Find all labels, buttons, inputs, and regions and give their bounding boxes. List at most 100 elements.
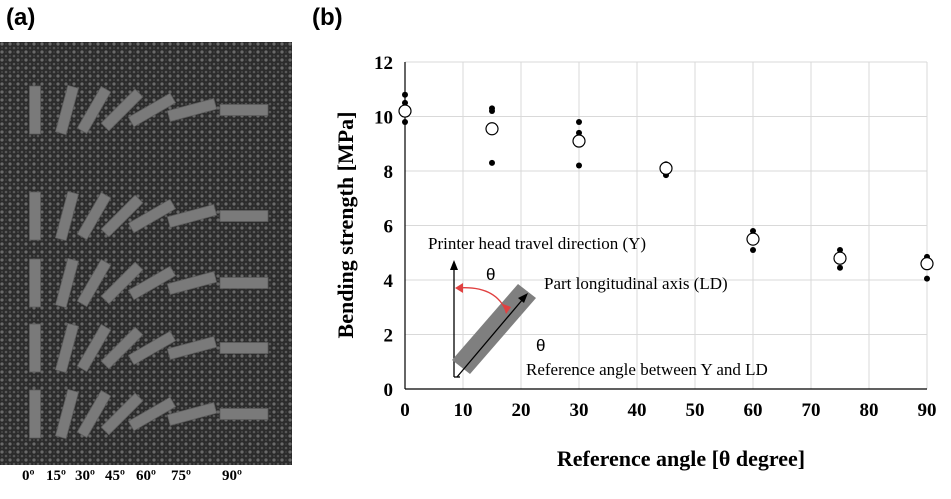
specimen-bar <box>29 389 41 439</box>
x-tick-label: 80 <box>860 400 879 421</box>
x-tick-label: 10 <box>454 400 473 421</box>
sample-point <box>924 275 930 282</box>
sample-point <box>576 129 582 136</box>
specimen-bar <box>76 191 112 241</box>
specimen-bar <box>76 389 112 439</box>
annotation-reference: Reference angle between Y and LD <box>526 360 768 379</box>
angle-label-15: 15º <box>46 468 66 484</box>
panel-label-b: (b) <box>312 4 343 31</box>
sample-point <box>750 247 756 254</box>
specimen-bar <box>219 342 269 354</box>
annotation-theta: θ <box>486 265 495 284</box>
annotation-theta-2: θ <box>536 336 545 355</box>
y-tick-label: 12 <box>374 53 393 74</box>
specimen-bar <box>54 322 80 374</box>
specimen-bar <box>100 392 144 436</box>
y-tick-label: 10 <box>374 108 393 129</box>
specimen-bar <box>100 326 144 370</box>
specimen-bar <box>166 97 218 123</box>
specimen-bar <box>166 335 218 361</box>
y-tick-label: 6 <box>384 217 394 238</box>
theta-arc <box>456 287 507 312</box>
angle-label-row: 0º 15º 30º 45º 60º 75º 90º <box>0 468 300 492</box>
x-axis-label: Reference angle [θ degree] <box>557 446 805 471</box>
part-rectangle <box>452 284 536 374</box>
sample-point <box>489 108 495 115</box>
specimen-bar <box>54 257 80 309</box>
y-tick-label: 2 <box>384 326 394 347</box>
specimen-group <box>29 84 269 440</box>
specimen-bar <box>127 92 177 128</box>
specimen-bar <box>127 198 177 234</box>
y-tick-label: 0 <box>384 380 394 401</box>
bending-strength-chart: 0 10 20 30 40 50 60 70 80 90 0 2 4 6 8 10 12 Printer hea… <box>333 53 937 471</box>
specimen-bar <box>219 210 269 222</box>
specimen-bar <box>54 190 80 242</box>
specimen-bar <box>29 85 41 135</box>
specimen-bar <box>166 401 218 427</box>
x-tick-label: 90 <box>918 400 937 421</box>
sample-point <box>402 91 408 98</box>
sample-point <box>576 162 582 169</box>
specimen-bar <box>100 194 144 238</box>
specimen-bar <box>219 277 269 289</box>
specimen-bar <box>54 84 80 136</box>
ld-axis-line <box>456 298 524 378</box>
specimen-bar <box>29 323 41 373</box>
x-tick-label: 60 <box>744 400 763 421</box>
angle-label-30: 30º <box>75 468 95 484</box>
angle-label-90: 90º <box>222 468 242 484</box>
annotation-printer-head: Printer head travel direction (Y) <box>428 234 646 253</box>
angle-label-45: 45º <box>105 468 125 484</box>
mean-point <box>398 104 412 118</box>
specimen-bar <box>29 191 41 241</box>
x-tick-label: 20 <box>512 400 531 421</box>
specimen-bar <box>166 203 218 229</box>
specimen-bar <box>219 104 269 116</box>
angle-label-60: 60º <box>136 468 156 484</box>
orientation-inset <box>450 260 536 378</box>
x-tick-label: 70 <box>802 400 821 421</box>
x-tick-label: 40 <box>628 400 647 421</box>
y-axis-arrowhead <box>450 260 458 270</box>
specimen-bar <box>29 258 41 308</box>
x-tick-label: 30 <box>570 400 589 421</box>
specimen-bar <box>127 396 177 432</box>
x-tick-label: 0 <box>400 400 410 421</box>
sample-point <box>837 247 843 254</box>
mean-point <box>746 232 760 246</box>
theta-arc-arrowhead <box>455 283 463 293</box>
sample-point <box>489 159 495 166</box>
mean-point <box>485 122 499 136</box>
y-axis-label: Bending strength [MPa] <box>333 112 358 339</box>
sample-point <box>837 264 843 271</box>
mean-point <box>833 251 847 265</box>
mean-point <box>659 161 673 175</box>
specimen-bar <box>219 408 269 420</box>
y-tick-label: 4 <box>384 271 394 292</box>
annotation-longitudinal: Part longitudinal axis (LD) <box>544 274 728 293</box>
panel-label-a: (a) <box>6 4 36 31</box>
specimen-bar <box>54 388 80 440</box>
sample-point <box>402 118 408 125</box>
mean-point <box>920 257 934 271</box>
specimen-photo <box>0 42 292 465</box>
specimen-bar <box>76 323 112 373</box>
data-points <box>398 91 934 282</box>
sample-point <box>750 227 756 234</box>
ld-arrowhead <box>518 293 528 303</box>
angle-label-75: 75º <box>171 468 191 484</box>
specimen-bar <box>100 88 144 132</box>
specimen-bar <box>76 85 112 135</box>
sample-point <box>402 99 408 106</box>
specimen-bar <box>166 270 218 296</box>
tick-labels: 0 10 20 30 40 50 60 70 80 90 0 2 4 6 8 10 12 <box>374 53 937 421</box>
specimen-bar <box>127 330 177 366</box>
angle-label-0: 0º <box>22 468 35 484</box>
sample-point <box>576 118 582 125</box>
theta-arc-arrowhead-2 <box>503 304 511 314</box>
mean-point <box>572 134 586 148</box>
specimen-bar <box>76 258 112 308</box>
y-tick-label: 8 <box>384 162 394 183</box>
specimen-bar <box>127 265 177 301</box>
